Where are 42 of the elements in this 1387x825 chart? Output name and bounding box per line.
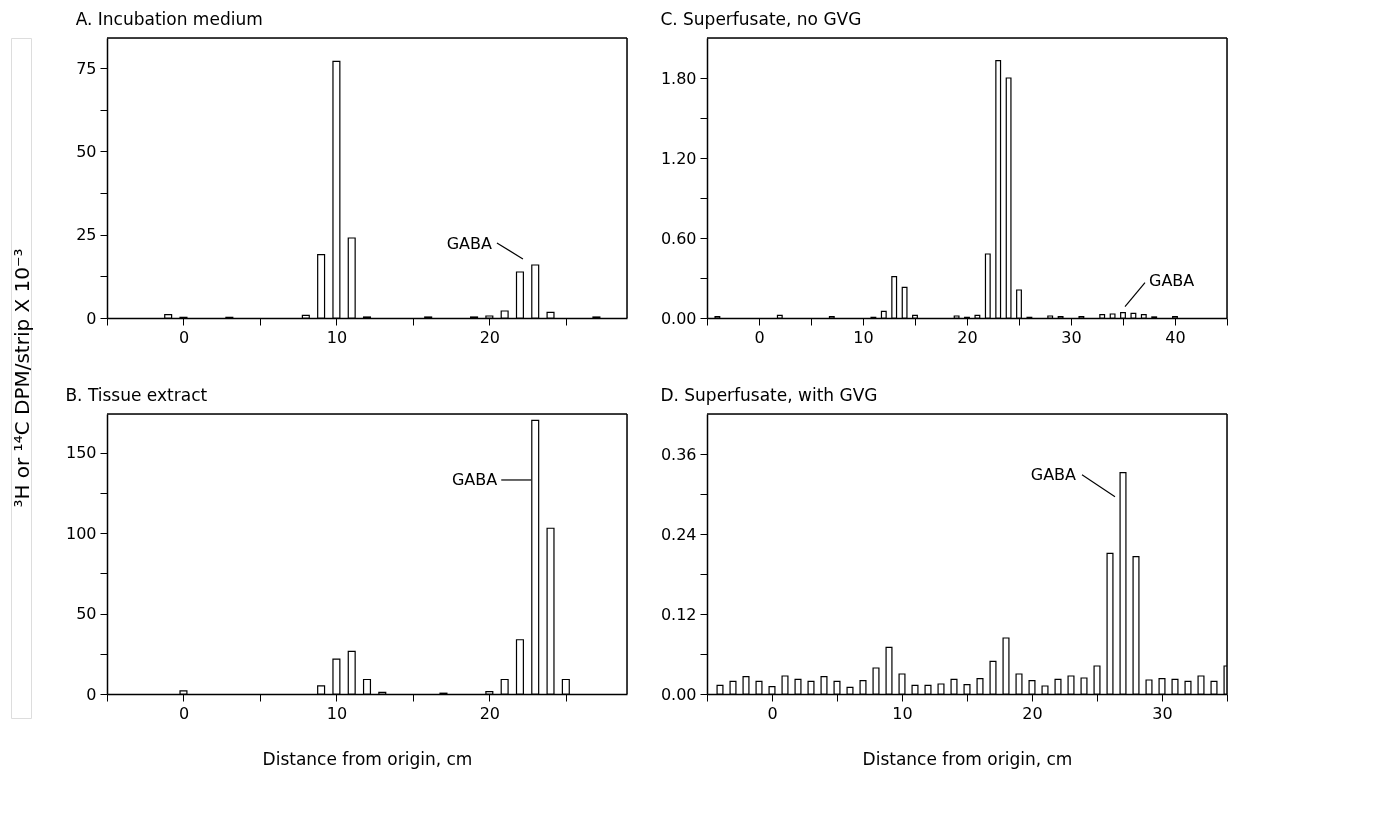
y-tick-label: 0.60 [660, 228, 697, 248]
y-tick-label: 1.20 [660, 148, 697, 168]
y-tick-label: 75 [76, 58, 97, 78]
x-axis-title: Distance from origin, cm [262, 748, 473, 769]
y-tick-label: 0.24 [660, 524, 697, 544]
annotation: GABA [1030, 464, 1077, 484]
annotation: GABA [451, 469, 498, 489]
chart-title: B. Tissue extract [65, 385, 208, 406]
y-tick-label: 50 [76, 604, 97, 624]
y-tick-label: 0 [86, 308, 97, 328]
chart-title: D. Superfusate, with GVG [660, 385, 878, 406]
chart-title: A. Incubation medium [75, 9, 263, 30]
annotation: GABA [446, 234, 492, 253]
x-tick-label: 20 [1022, 703, 1043, 723]
x-tick-label: 20 [479, 327, 501, 347]
x-tick-label: 30 [1061, 327, 1082, 347]
x-tick-label: 40 [1165, 327, 1186, 347]
x-tick-label: 10 [892, 703, 913, 723]
y-tick-label: 0 [86, 684, 97, 704]
x-tick-label: 10 [853, 327, 874, 347]
y-tick-label: 100 [65, 523, 97, 543]
x-tick-label: 30 [1152, 703, 1173, 723]
annotation: GABA [1149, 270, 1195, 290]
y-tick-label: 1.80 [660, 68, 697, 88]
y-axis-title: ³H or ¹⁴C DPM/strip X 10⁻³ [10, 248, 34, 508]
x-tick-label: 10 [326, 327, 348, 347]
x-tick-label: 20 [479, 703, 501, 723]
y-tick-label: 150 [65, 443, 97, 463]
chart-title: C. Superfusate, no GVG [660, 9, 862, 30]
x-tick-label: 10 [326, 703, 348, 723]
x-axis-title: Distance from origin, cm [862, 748, 1073, 769]
y-tick-label: 0.00 [660, 684, 697, 704]
y-tick-label: 0.12 [660, 604, 697, 624]
y-tick-label: 0.00 [660, 308, 697, 328]
y-tick-label: 25 [76, 225, 97, 245]
x-tick-label: 0 [754, 327, 765, 347]
x-tick-label: 0 [178, 327, 190, 347]
y-tick-label: 50 [76, 141, 97, 161]
x-tick-label: 0 [178, 703, 190, 723]
x-tick-label: 20 [957, 327, 978, 347]
y-tick-label: 0.36 [660, 444, 697, 464]
x-tick-label: 0 [767, 703, 778, 723]
